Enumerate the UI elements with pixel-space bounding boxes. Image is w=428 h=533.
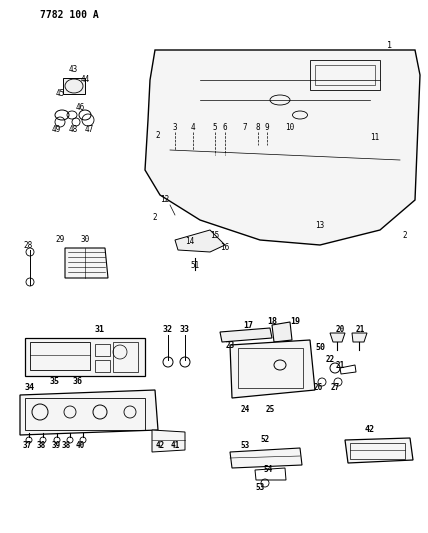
- Text: 22: 22: [325, 356, 335, 365]
- Bar: [25, 338, 145, 376]
- Text: 24: 24: [241, 406, 250, 415]
- Text: 17: 17: [243, 320, 253, 329]
- Text: 18: 18: [267, 318, 277, 327]
- Text: 11: 11: [370, 133, 380, 142]
- Text: 33: 33: [180, 326, 190, 335]
- Polygon shape: [65, 248, 108, 278]
- Text: 36: 36: [73, 377, 83, 386]
- Text: 42: 42: [365, 425, 375, 434]
- Text: 15: 15: [211, 230, 220, 239]
- Text: 19: 19: [290, 318, 300, 327]
- Text: 2: 2: [156, 131, 160, 140]
- Text: 5: 5: [213, 124, 217, 133]
- Text: 38: 38: [36, 440, 46, 449]
- Text: 4: 4: [191, 124, 195, 133]
- Text: 35: 35: [50, 377, 60, 386]
- Text: 37: 37: [22, 440, 32, 449]
- Text: 27: 27: [330, 384, 340, 392]
- Text: 7782 100 A: 7782 100 A: [40, 10, 99, 20]
- Bar: [25, 398, 145, 430]
- Text: 54: 54: [263, 465, 273, 474]
- Text: 43: 43: [68, 66, 77, 75]
- Text: 44: 44: [80, 76, 89, 85]
- Text: 7: 7: [243, 124, 247, 133]
- Bar: [95, 344, 110, 356]
- Text: 34: 34: [25, 383, 35, 392]
- Text: 53: 53: [241, 440, 250, 449]
- Text: 42: 42: [155, 440, 165, 449]
- Text: 40: 40: [75, 440, 85, 449]
- Text: 31: 31: [95, 326, 105, 335]
- Bar: [310, 60, 380, 90]
- Polygon shape: [20, 390, 158, 435]
- Polygon shape: [230, 448, 302, 468]
- Text: 29: 29: [55, 236, 65, 245]
- Text: 13: 13: [315, 221, 324, 230]
- Text: 1: 1: [387, 41, 392, 50]
- Text: 49: 49: [51, 125, 61, 134]
- Polygon shape: [230, 340, 315, 398]
- Text: 53: 53: [256, 483, 265, 492]
- Text: 48: 48: [68, 125, 77, 134]
- Text: 23: 23: [226, 341, 235, 350]
- Polygon shape: [330, 333, 345, 342]
- Bar: [63, 78, 85, 94]
- Polygon shape: [220, 328, 272, 342]
- Text: 21: 21: [336, 360, 345, 369]
- Text: 52: 52: [260, 435, 270, 445]
- Text: 41: 41: [170, 440, 180, 449]
- Text: 39: 39: [51, 440, 61, 449]
- Bar: [350, 443, 405, 459]
- Polygon shape: [352, 333, 367, 342]
- Text: 30: 30: [80, 236, 89, 245]
- Text: 50: 50: [315, 343, 325, 352]
- Text: 9: 9: [265, 124, 269, 133]
- Text: 51: 51: [190, 261, 199, 270]
- Text: 32: 32: [163, 326, 173, 335]
- Text: 2: 2: [153, 214, 158, 222]
- Polygon shape: [175, 230, 225, 252]
- Text: 46: 46: [75, 103, 85, 112]
- Text: 47: 47: [84, 125, 94, 134]
- Text: 16: 16: [220, 244, 230, 253]
- Text: 14: 14: [185, 238, 195, 246]
- Bar: [95, 360, 110, 372]
- Bar: [315, 65, 375, 85]
- Polygon shape: [345, 438, 413, 463]
- Text: 12: 12: [160, 196, 169, 205]
- Text: 21: 21: [355, 326, 365, 335]
- Polygon shape: [145, 50, 420, 245]
- Text: 8: 8: [256, 124, 260, 133]
- Polygon shape: [272, 322, 292, 342]
- Text: 28: 28: [24, 240, 33, 249]
- Polygon shape: [152, 430, 185, 452]
- Bar: [238, 348, 303, 388]
- Text: 3: 3: [172, 124, 177, 133]
- Text: 38: 38: [61, 440, 71, 449]
- Text: 25: 25: [265, 406, 275, 415]
- Bar: [113, 342, 138, 372]
- Text: 10: 10: [285, 124, 294, 133]
- Text: 2: 2: [403, 230, 407, 239]
- Bar: [30, 342, 90, 370]
- Text: 45: 45: [55, 88, 65, 98]
- Text: 6: 6: [223, 124, 227, 133]
- Text: 26: 26: [313, 384, 323, 392]
- Text: 20: 20: [336, 326, 345, 335]
